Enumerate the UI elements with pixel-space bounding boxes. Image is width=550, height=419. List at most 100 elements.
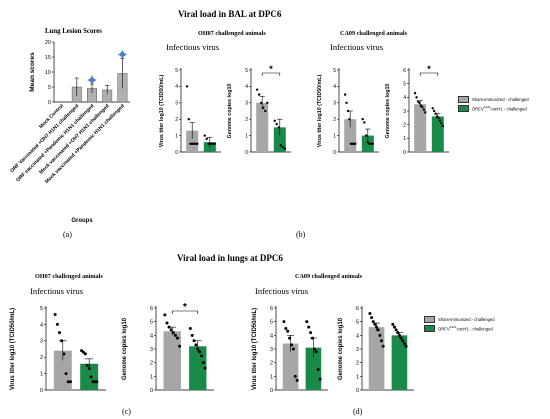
y-tick-label: 3 bbox=[270, 347, 273, 353]
y-tick-label: 5 bbox=[356, 320, 359, 326]
data-point bbox=[190, 333, 194, 337]
data-point bbox=[343, 93, 347, 96]
bar-sham bbox=[53, 350, 72, 390]
y-axis-label: Mean scores bbox=[29, 52, 36, 92]
data-point bbox=[87, 367, 91, 371]
data-point bbox=[169, 328, 173, 332]
data-point bbox=[95, 380, 99, 384]
data-point bbox=[257, 93, 261, 96]
data-point bbox=[178, 344, 182, 348]
y-tick-label: 3 bbox=[356, 347, 359, 353]
data-point bbox=[194, 142, 197, 145]
data-point bbox=[201, 361, 205, 365]
legend-swatch-sham bbox=[424, 316, 435, 323]
c1-virus-titer-chart: Virus titer log10 (TCID50/mL) 0 1 2 3 4 5 bbox=[10, 306, 106, 394]
data-point bbox=[286, 329, 290, 333]
data-point bbox=[413, 92, 417, 95]
data-point bbox=[375, 325, 379, 329]
data-point bbox=[53, 313, 57, 317]
legend-d-orf: ORFVΔ121conH1 - challenged bbox=[424, 325, 495, 332]
y-tick-label: 3 bbox=[175, 101, 178, 107]
data-point bbox=[371, 142, 375, 145]
data-point bbox=[209, 142, 213, 145]
y-tick-label: 3 bbox=[403, 109, 406, 115]
significance-star: * bbox=[183, 302, 187, 313]
y-tick-label: 1 bbox=[40, 372, 43, 378]
y-axis-label: Genome copies log10 bbox=[122, 317, 128, 380]
y-tick-label: 0 bbox=[150, 388, 153, 394]
top-heading: Viral load in BAL at DPC6 bbox=[178, 9, 282, 19]
y-tick-label: 1 bbox=[333, 133, 336, 139]
legend-b-orf: ORFVΔ121conH1 - challenged bbox=[458, 105, 529, 112]
data-point bbox=[283, 147, 287, 150]
legend-swatch-orf bbox=[458, 105, 469, 112]
data-point bbox=[288, 336, 292, 340]
data-point bbox=[376, 328, 380, 332]
data-point bbox=[281, 145, 285, 149]
data-point bbox=[262, 106, 265, 109]
data-point bbox=[165, 321, 169, 325]
y-tick-label: 5 bbox=[403, 81, 406, 87]
legend-d-sham-label: Sham-immunized - challenged bbox=[438, 317, 495, 322]
data-point bbox=[366, 140, 369, 144]
significance-marker bbox=[117, 49, 128, 60]
y-tick-label: 4 bbox=[245, 84, 248, 90]
data-point bbox=[310, 336, 314, 340]
data-point bbox=[348, 118, 351, 121]
data-point bbox=[213, 142, 217, 145]
y-tick-label: 2 bbox=[270, 361, 273, 367]
data-point bbox=[370, 316, 374, 320]
data-point bbox=[60, 339, 64, 343]
y-tick-label: 0 bbox=[245, 150, 248, 156]
data-point bbox=[58, 331, 62, 335]
data-point bbox=[318, 377, 322, 381]
data-point bbox=[207, 142, 210, 145]
data-point bbox=[422, 108, 426, 111]
data-point bbox=[66, 380, 70, 384]
y-tick-label: 2 bbox=[40, 355, 43, 361]
data-point bbox=[309, 331, 313, 335]
y-tick-label: 20 bbox=[45, 40, 51, 46]
data-point bbox=[191, 142, 194, 145]
b4-genome-copies-chart: Genome copies log10 0 1 2 3 4 5 6 * bbox=[385, 64, 449, 156]
legend-b-sham-label: Sham-immunized - challenged bbox=[472, 97, 529, 102]
y-tick-label: 2 bbox=[245, 117, 248, 123]
data-point bbox=[361, 118, 364, 121]
data-point bbox=[199, 354, 203, 358]
y-axis-label: Virus titer log10 (TCID50/mL) bbox=[159, 74, 165, 147]
y-tick-label: 0 bbox=[48, 100, 51, 106]
data-point bbox=[401, 339, 405, 343]
y-tick-label: 1 bbox=[175, 133, 178, 139]
data-point bbox=[399, 336, 403, 340]
data-point bbox=[192, 339, 196, 343]
d2-genome-copies-chart: Genome copies log10 0 1 2 3 4 5 6 bbox=[338, 306, 414, 394]
data-point bbox=[198, 350, 202, 354]
significance-bracket bbox=[419, 72, 439, 76]
data-point bbox=[434, 112, 437, 115]
y-tick-label: 5 bbox=[150, 320, 153, 326]
b-left-infectious-label: Infectious virus bbox=[166, 42, 220, 52]
data-point bbox=[437, 116, 440, 120]
data-point bbox=[64, 372, 68, 376]
data-point bbox=[194, 343, 198, 347]
legend-swatch-sham bbox=[458, 96, 469, 103]
legend-b: Sham-immunized - challenged ORFVΔ121conH… bbox=[458, 96, 529, 112]
data-point bbox=[381, 344, 385, 348]
data-point bbox=[255, 88, 259, 91]
data-point bbox=[371, 320, 375, 324]
data-point bbox=[203, 134, 206, 137]
y-tick-label: 15 bbox=[45, 55, 51, 61]
data-point bbox=[397, 333, 401, 337]
bottom-heading: Viral load in lungs at DPC6 bbox=[177, 253, 283, 263]
legend-d-orf-label: ORFVΔ121conH1 - challenged bbox=[438, 325, 493, 332]
data-point bbox=[363, 121, 366, 124]
bar-sham bbox=[368, 327, 385, 390]
data-point bbox=[424, 111, 427, 114]
y-tick-label: 1 bbox=[245, 133, 248, 139]
b-right-infectious-label: Infectious virus bbox=[330, 42, 384, 52]
panel-label-d: (d) bbox=[353, 407, 363, 416]
y-tick-label: 5 bbox=[48, 85, 51, 91]
data-point bbox=[89, 375, 93, 379]
data-point bbox=[316, 368, 320, 371]
